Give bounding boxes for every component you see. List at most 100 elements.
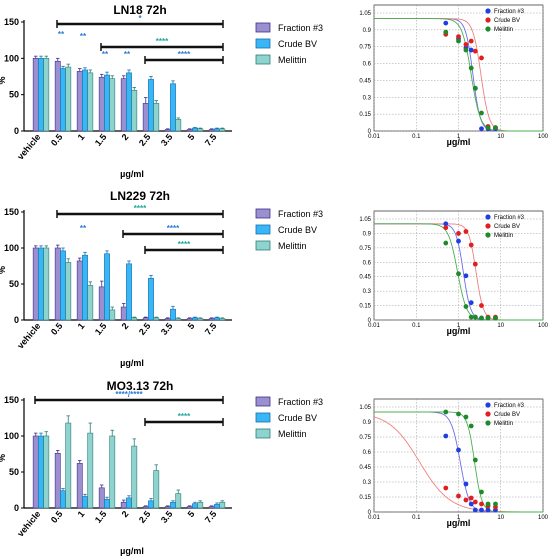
bar-crude-bv — [192, 127, 198, 132]
x-tick-label: 3.5 — [159, 509, 175, 525]
data-point — [479, 501, 484, 507]
bar-fraction-3 — [76, 463, 83, 509]
chart-title: MO3.13 72h — [107, 379, 174, 393]
legend-marker — [485, 214, 491, 220]
x-tick-label: 2 — [120, 509, 131, 519]
bar-fraction-3 — [54, 247, 61, 321]
data-point — [485, 501, 491, 507]
x-tick-label: 0.01 — [368, 515, 380, 521]
data-point — [443, 225, 449, 231]
significance-label: * — [138, 14, 142, 23]
legend-swatch — [255, 208, 271, 219]
legend-label: Fraction #3 — [494, 215, 525, 221]
data-point — [479, 110, 484, 116]
legend-label: Crude BV — [278, 413, 317, 423]
significance-label: **** — [178, 240, 191, 249]
bar-melittin — [109, 435, 116, 509]
bar-fraction-3 — [208, 129, 215, 132]
data-point — [468, 495, 474, 501]
data-point — [472, 499, 478, 505]
x-axis-label: µg/ml — [447, 137, 471, 147]
legend-label: Fraction #3 — [278, 209, 323, 219]
x-tick-label: 7.5 — [203, 321, 219, 337]
legend-label: Melittin — [494, 233, 513, 239]
bar-melittin — [175, 493, 182, 509]
bar-melittin — [109, 78, 116, 132]
y-tick-label: 0.15 — [359, 112, 371, 118]
legend-swatch — [255, 224, 271, 235]
x-tick-label: 3.5 — [159, 132, 175, 148]
data-point — [456, 238, 461, 244]
legend-swatch — [255, 54, 271, 65]
x-tick-label: 7.5 — [203, 509, 219, 525]
chart-title: LN18 72h — [113, 3, 166, 17]
y-tick-label: 0.6 — [363, 450, 372, 456]
significance-label: **** — [156, 37, 169, 46]
data-point — [456, 411, 461, 417]
data-point — [468, 38, 474, 44]
legend-label: Melittin — [278, 429, 307, 439]
y-tick-label: 1.05 — [359, 11, 371, 17]
data-point — [472, 314, 478, 320]
bar-crude-bv — [214, 504, 220, 509]
x-axis-label: µg/ml — [120, 546, 144, 556]
y-tick-label: 0.3 — [363, 480, 372, 486]
legend-label: Melittin — [278, 241, 307, 251]
x-tick-label: 100 — [538, 515, 549, 521]
bar-melittin — [197, 318, 204, 321]
x-tick-label: 2 — [120, 132, 131, 142]
data-point — [493, 501, 498, 507]
bar-melittin — [87, 285, 94, 321]
x-tick-label: 1 — [76, 509, 87, 519]
legend-label: Melittin — [494, 421, 513, 427]
y-tick-label: 0.6 — [363, 260, 372, 266]
fit-curve — [374, 223, 543, 321]
data-point — [472, 85, 478, 91]
y-tick-label: 50 — [9, 279, 19, 289]
x-tick-label: 1 — [457, 323, 461, 329]
significance-label: ** — [102, 50, 109, 59]
bar-crude-bv — [148, 277, 154, 321]
legend-swatch — [255, 22, 271, 33]
data-point — [456, 447, 461, 453]
y-tick-label: 100 — [4, 243, 19, 253]
bar-fraction-3 — [164, 129, 171, 132]
x-tick-label: 0.5 — [49, 321, 65, 337]
bar-crude-bv — [214, 128, 220, 132]
x-tick-label: 0.5 — [49, 132, 65, 148]
legend-label: Crude BV — [494, 18, 520, 24]
legend-label: Fraction #3 — [278, 397, 323, 407]
data-point — [443, 409, 449, 415]
y-tick-label: 0 — [368, 318, 372, 324]
y-tick-label: 0 — [368, 129, 372, 135]
data-point — [468, 501, 474, 507]
y-axis-label: % — [0, 266, 7, 274]
x-tick-label: 0.5 — [49, 509, 65, 525]
legend-label: Crude BV — [278, 225, 317, 235]
legend-marker — [485, 17, 491, 23]
x-tick-label: 3.5 — [159, 321, 175, 337]
bar-melittin — [87, 432, 94, 509]
bar-fraction-3 — [164, 318, 171, 321]
data-point — [479, 303, 484, 308]
bar-crude-bv — [104, 74, 110, 132]
data-point — [485, 507, 491, 513]
y-tick-label: 50 — [9, 90, 19, 100]
data-point — [468, 423, 474, 429]
x-tick-label: 2.5 — [137, 321, 153, 337]
bar-crude-bv — [192, 503, 198, 509]
data-point — [472, 457, 478, 463]
bar-melittin — [175, 119, 182, 132]
y-tick-label: 0 — [14, 503, 19, 513]
bar-fraction-3 — [120, 501, 127, 509]
x-tick-label: 2 — [120, 321, 131, 331]
y-tick-label: 0.75 — [359, 45, 371, 51]
legend-swatch — [255, 396, 271, 407]
bar-melittin — [175, 318, 182, 321]
bar-fraction-3 — [208, 506, 215, 509]
x-tick-label: 5 — [186, 509, 197, 519]
bar-fraction-3 — [98, 76, 105, 132]
data-point — [479, 126, 484, 132]
x-tick-label: 10 — [497, 134, 504, 140]
legend-swatch — [255, 412, 271, 423]
